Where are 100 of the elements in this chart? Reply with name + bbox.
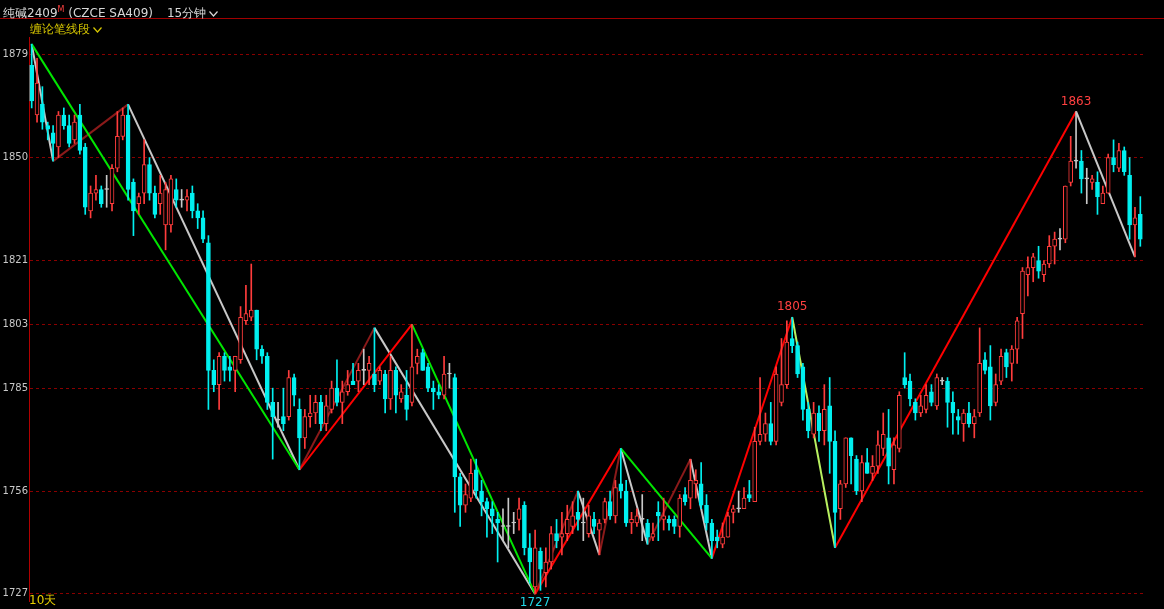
- y-tick-label: 1727: [2, 587, 28, 599]
- candlestick: [1079, 150, 1084, 194]
- candlestick: [1057, 228, 1063, 251]
- candlestick: [988, 345, 993, 421]
- candlestick: [977, 327, 982, 417]
- candlestick: [29, 43, 35, 109]
- candlestick: [489, 501, 495, 534]
- candlestick: [827, 377, 833, 474]
- candlestick: [613, 480, 618, 524]
- candlestick: [961, 409, 966, 442]
- candlestick: [1020, 267, 1025, 339]
- candlestick: [1063, 185, 1068, 244]
- candlestick: [388, 355, 393, 410]
- candlestick: [184, 189, 190, 212]
- candlestick: [1095, 171, 1100, 215]
- candlestick: [955, 409, 961, 435]
- candlestick: [72, 114, 77, 144]
- candlestick: [688, 458, 693, 510]
- candlestick: [1111, 139, 1116, 173]
- candlestick: [580, 497, 586, 542]
- candlestick: [838, 480, 843, 520]
- candlestick: [655, 501, 661, 542]
- candlestick: [40, 86, 45, 130]
- candlestick: [763, 412, 768, 442]
- annotation: 1863: [1060, 93, 1092, 108]
- annotation: 10天: [29, 592, 57, 608]
- candlestick: [307, 394, 313, 428]
- candlestick: [789, 316, 795, 354]
- candlestick: [345, 370, 350, 396]
- text: 缠论笔线段: [30, 21, 91, 37]
- candlestick: [939, 377, 945, 385]
- candlestick: [629, 511, 634, 534]
- y-tick-label: 1756: [2, 484, 28, 496]
- candlestick: [597, 519, 602, 556]
- candlestick: [463, 483, 468, 513]
- annotation: 1727: [519, 595, 551, 609]
- candlestick: [511, 511, 517, 534]
- y-tick-label: 1785: [2, 381, 28, 393]
- candlestick: [313, 394, 318, 424]
- candlestick: [420, 348, 425, 371]
- candlestick: [281, 387, 286, 432]
- annotation: 1805: [776, 299, 808, 314]
- candlestick: [795, 341, 800, 378]
- candlestick: [1137, 196, 1143, 247]
- candlestick: [672, 515, 677, 534]
- candlestick: [1004, 348, 1009, 378]
- candlestick: [811, 402, 816, 439]
- candlestick: [570, 501, 575, 534]
- candlestick: [190, 185, 195, 219]
- candlestick: [720, 522, 725, 549]
- candlestick: [447, 363, 452, 389]
- candlestick: [704, 494, 709, 531]
- candlestick: [131, 178, 136, 236]
- candlestick: [929, 384, 934, 407]
- candlestick: [886, 409, 891, 485]
- candlestick: [254, 309, 259, 361]
- candlestick: [538, 547, 543, 591]
- candlestick: [222, 352, 227, 382]
- candlestick: [661, 497, 666, 531]
- candlestick: [372, 327, 377, 393]
- candlestick: [270, 387, 276, 460]
- candlestick: [179, 189, 184, 208]
- candlestick: [147, 157, 152, 201]
- candlestick: [522, 501, 527, 556]
- candlestick: [586, 504, 592, 538]
- candlestick: [747, 480, 752, 503]
- candlestick: [115, 111, 120, 173]
- candlestick: [495, 511, 500, 563]
- candlestick: [297, 398, 302, 471]
- candlestick: [356, 363, 361, 393]
- candlestick: [265, 352, 270, 410]
- candlestick: [870, 455, 875, 481]
- candlestick: [329, 380, 334, 414]
- candlestick: [902, 352, 907, 389]
- candlestick: [163, 182, 168, 251]
- y-tick-label: 1803: [2, 317, 28, 329]
- candlestick: [1036, 245, 1041, 279]
- candlestick: [248, 263, 254, 322]
- candlestick: [206, 235, 211, 410]
- candlestick: [339, 380, 345, 424]
- candlestick: [913, 398, 918, 421]
- chart-subtitle: 15分钟: [166, 6, 208, 20]
- candlestick: [238, 306, 243, 364]
- candlestick: [479, 480, 484, 517]
- candlestick: [275, 402, 281, 428]
- candlestick: [854, 455, 859, 495]
- candlestick: [431, 380, 436, 410]
- y-tick-label: 1850: [2, 151, 28, 163]
- candlestick: [88, 185, 93, 219]
- candlestick: [618, 448, 624, 499]
- candlestick: [822, 384, 827, 446]
- candlestick: [693, 469, 699, 499]
- candlestick: [1127, 157, 1132, 240]
- candlestick: [779, 338, 784, 407]
- candlestick: [645, 519, 650, 545]
- candlestick: [404, 370, 409, 421]
- y-tick-label: 1821: [2, 254, 28, 266]
- y-tick-label: 1879: [2, 48, 28, 60]
- candlestick: [56, 111, 61, 158]
- candlestick: [1084, 167, 1090, 205]
